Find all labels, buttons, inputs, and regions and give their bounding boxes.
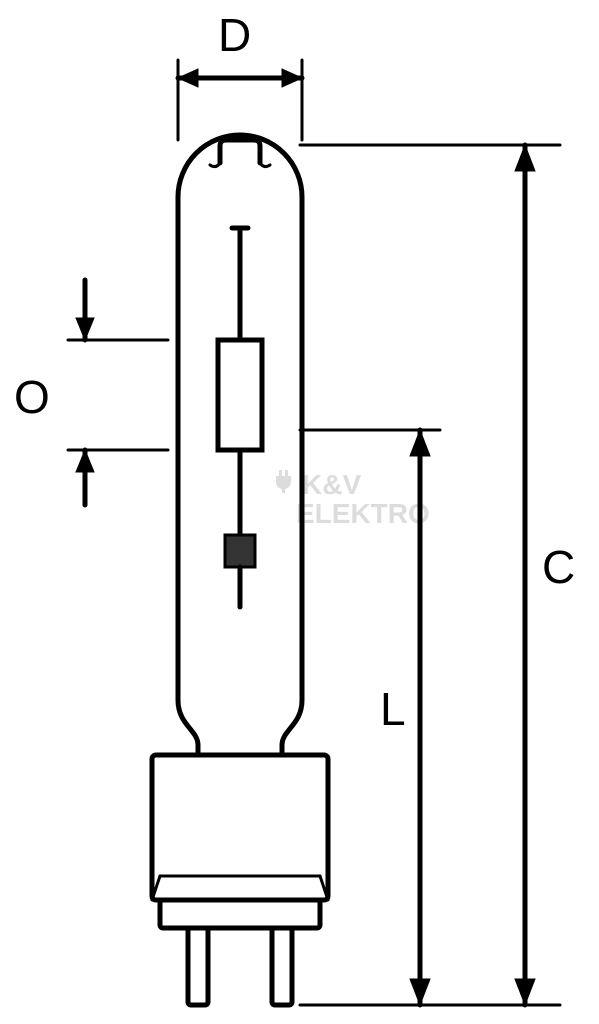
label-L: L <box>380 682 406 736</box>
lamp-technical-drawing <box>0 0 599 1024</box>
label-O: O <box>14 370 50 424</box>
diagram-canvas: K&V ELEKTRO D O L C <box>0 0 599 1024</box>
label-C: C <box>542 540 575 594</box>
label-D: D <box>218 8 251 62</box>
